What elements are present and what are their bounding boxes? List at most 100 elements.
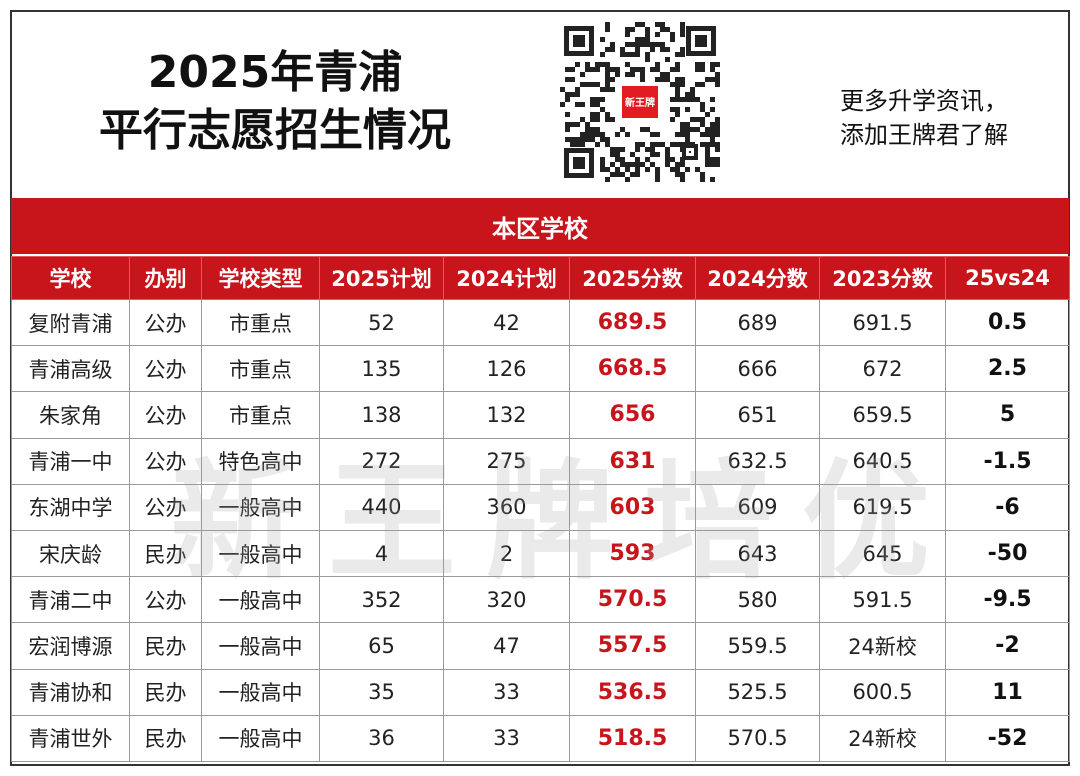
school-type-cell: 一般高中 [201, 668, 320, 716]
page-title: 2025年青浦 平行志愿招生情况 [40, 44, 510, 160]
ownership-cell: 公办 [129, 437, 202, 485]
plan-2025-cell: 440 [319, 483, 444, 531]
title-line-2: 平行志愿招生情况 [99, 105, 451, 156]
score-2025-cell: 603 [569, 483, 696, 531]
score-diff-cell: -9.5 [945, 576, 1070, 624]
score-2023-cell: 24新校 [819, 714, 946, 762]
score-2025-cell: 593 [569, 529, 696, 578]
score-diff-cell: -52 [945, 714, 1070, 762]
plan-2025-cell: 35 [319, 668, 444, 716]
promo-line-1: 更多升学资讯， [840, 87, 1008, 115]
score-2023-cell: 645 [819, 529, 946, 578]
table-row: 复附青浦 公办 市重点 52 42 689.5 689 691.5 0.5 [11, 298, 1070, 347]
school-type-cell: 市重点 [201, 391, 320, 439]
ownership-cell: 公办 [129, 576, 202, 624]
score-2023-cell: 659.5 [819, 391, 946, 439]
promo-text: 更多升学资讯， 添加王牌君了解 [840, 84, 1060, 152]
school-name-cell: 宋庆龄 [11, 529, 130, 578]
score-2024-cell: 643 [695, 529, 820, 578]
plan-2025-cell: 135 [319, 345, 444, 393]
school-type-cell: 一般高中 [201, 622, 320, 670]
plan-2024-cell: 33 [443, 714, 570, 762]
column-header: 2025分数 [569, 256, 696, 300]
ownership-cell: 公办 [129, 391, 202, 439]
school-type-cell: 一般高中 [201, 714, 320, 762]
ownership-cell: 民办 [129, 668, 202, 716]
plan-2024-cell: 42 [443, 298, 570, 347]
plan-2025-cell: 52 [319, 298, 444, 347]
score-2024-cell: 580 [695, 576, 820, 624]
ownership-cell: 民办 [129, 714, 202, 762]
score-diff-cell: 0.5 [945, 298, 1070, 347]
school-name-cell: 青浦二中 [11, 576, 130, 624]
admissions-table: 学校 办别 学校类型 2025计划 2024计划 2025分数 2024分数 2023分数 25… [11, 256, 1070, 762]
score-2025-cell: 656 [569, 391, 696, 439]
score-2025-cell: 536.5 [569, 668, 696, 716]
score-2024-cell: 570.5 [695, 714, 820, 762]
score-diff-cell: -1.5 [945, 437, 1070, 485]
table-row: 青浦协和 民办 一般高中 35 33 536.5 525.5 600.5 11 [11, 668, 1070, 716]
score-diff-cell: -50 [945, 529, 1070, 578]
plan-2024-cell: 126 [443, 345, 570, 393]
table-row: 青浦世外 民办 一般高中 36 33 518.5 570.5 24新校 -52 [11, 714, 1070, 762]
school-type-cell: 一般高中 [201, 576, 320, 624]
score-2024-cell: 525.5 [695, 668, 820, 716]
ownership-cell: 公办 [129, 345, 202, 393]
plan-2024-cell: 33 [443, 668, 570, 716]
score-2023-cell: 672 [819, 345, 946, 393]
school-type-cell: 一般高中 [201, 529, 320, 578]
school-name-cell: 宏润博源 [11, 622, 130, 670]
school-name-cell: 青浦世外 [11, 714, 130, 762]
school-name-cell: 东湖中学 [11, 483, 130, 531]
plan-2025-cell: 352 [319, 576, 444, 624]
table-row: 东湖中学 公办 一般高中 440 360 603 609 619.5 -6 [11, 483, 1070, 531]
score-2023-cell: 24新校 [819, 622, 946, 670]
plan-2024-cell: 2 [443, 529, 570, 578]
score-2025-cell: 631 [569, 437, 696, 485]
ownership-cell: 公办 [129, 298, 202, 347]
table-row: 青浦二中 公办 一般高中 352 320 570.5 580 591.5 -9.5 [11, 576, 1070, 624]
section-title: 本区学校 [11, 198, 1069, 254]
score-2023-cell: 600.5 [819, 668, 946, 716]
qr-logo-badge [622, 86, 658, 118]
school-type-cell: 特色高中 [201, 437, 320, 485]
plan-2025-cell: 138 [319, 391, 444, 439]
score-2024-cell: 559.5 [695, 622, 820, 670]
school-name-cell: 青浦协和 [11, 668, 130, 716]
plan-2024-cell: 360 [443, 483, 570, 531]
score-diff-cell: 5 [945, 391, 1070, 439]
column-header: 2023分数 [819, 256, 946, 300]
school-type-cell: 一般高中 [201, 483, 320, 531]
school-type-cell: 市重点 [201, 345, 320, 393]
score-2023-cell: 640.5 [819, 437, 946, 485]
score-2025-cell: 668.5 [569, 345, 696, 393]
school-name-cell: 朱家角 [11, 391, 130, 439]
ownership-cell: 公办 [129, 483, 202, 531]
score-2025-cell: 518.5 [569, 714, 696, 762]
score-diff-cell: 11 [945, 668, 1070, 716]
table-header-row: 学校 办别 学校类型 2025计划 2024计划 2025分数 2024分数 2023分数 25… [11, 256, 1070, 300]
plan-2024-cell: 320 [443, 576, 570, 624]
plan-2024-cell: 47 [443, 622, 570, 670]
score-2023-cell: 619.5 [819, 483, 946, 531]
score-2024-cell: 651 [695, 391, 820, 439]
school-name-cell: 青浦高级 [11, 345, 130, 393]
score-diff-cell: -2 [945, 622, 1070, 670]
column-header: 2024分数 [695, 256, 820, 300]
table-row: 宏润博源 民办 一般高中 65 47 557.5 559.5 24新校 -2 [11, 622, 1070, 670]
ownership-cell: 民办 [129, 529, 202, 578]
table-row: 朱家角 公办 市重点 138 132 656 651 659.5 5 [11, 391, 1070, 439]
score-diff-cell: -6 [945, 483, 1070, 531]
plan-2024-cell: 275 [443, 437, 570, 485]
column-header: 2025计划 [319, 256, 444, 300]
table-row: 青浦一中 公办 特色高中 272 275 631 632.5 640.5 -1.5 [11, 437, 1070, 485]
plan-2025-cell: 36 [319, 714, 444, 762]
column-header: 学校类型 [201, 256, 320, 300]
school-name-cell: 复附青浦 [11, 298, 130, 347]
column-header: 办别 [129, 256, 202, 300]
title-line-1: 2025年青浦 [147, 47, 403, 98]
promo-line-2: 添加王牌君了解 [840, 121, 1008, 149]
column-header: 学校 [11, 256, 130, 300]
score-2024-cell: 689 [695, 298, 820, 347]
score-2024-cell: 666 [695, 345, 820, 393]
